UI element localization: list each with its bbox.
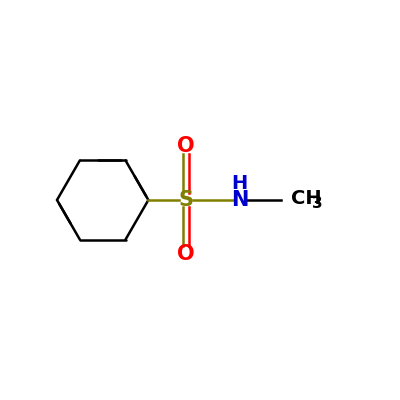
Text: O: O [177, 136, 195, 156]
Text: CH: CH [291, 189, 322, 208]
Text: O: O [177, 244, 195, 264]
Text: H: H [232, 174, 248, 193]
Text: N: N [231, 190, 248, 210]
Text: S: S [178, 190, 194, 210]
Text: 3: 3 [312, 196, 323, 212]
